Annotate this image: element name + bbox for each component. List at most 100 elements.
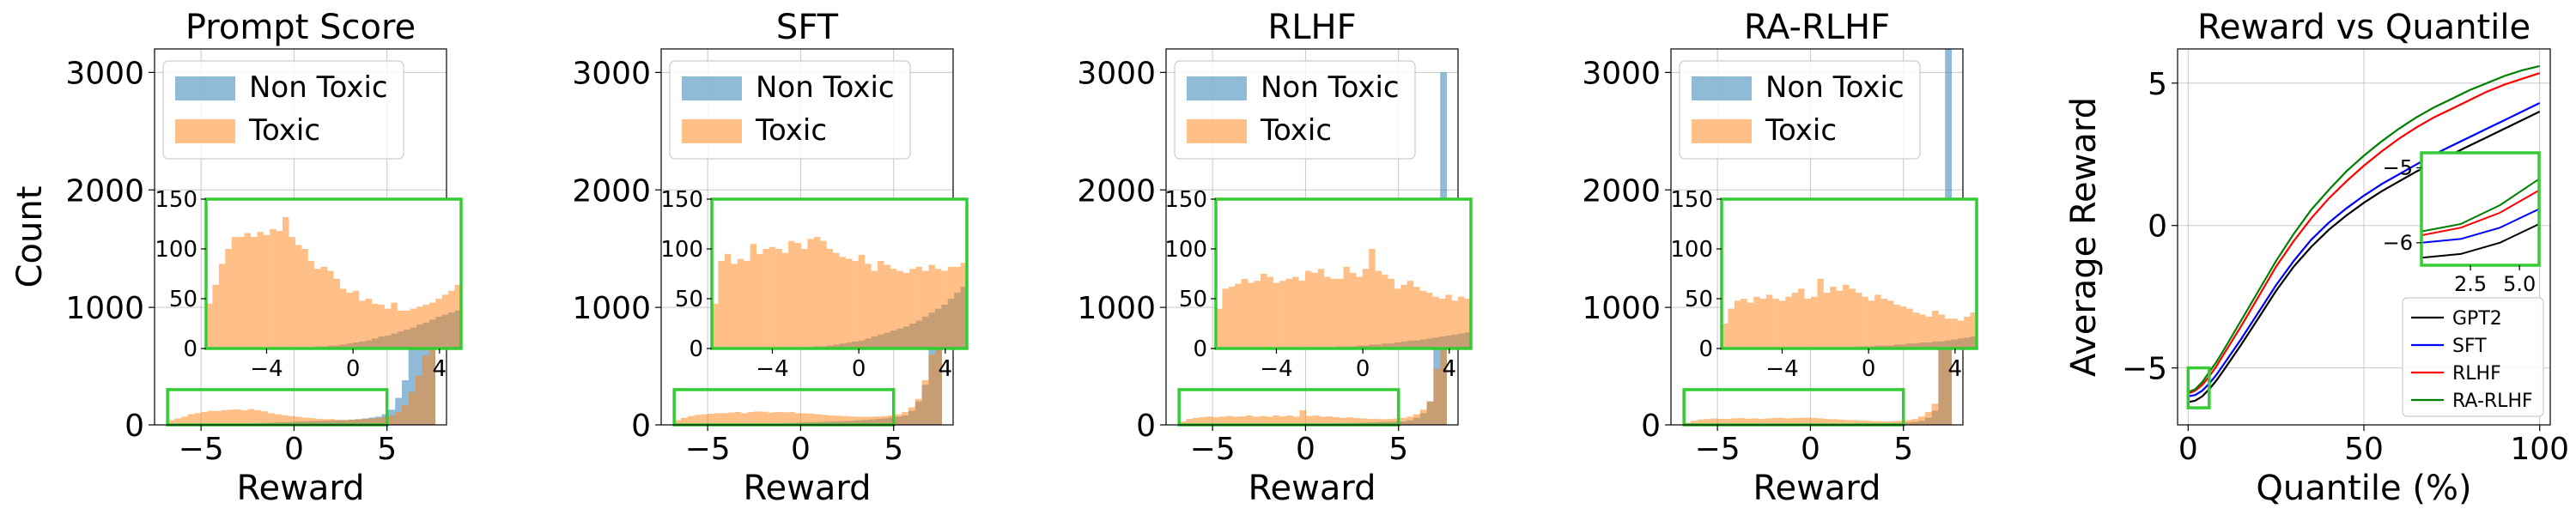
toxic-bar — [261, 411, 269, 425]
inset-background — [2421, 153, 2539, 265]
inset-toxic-bar — [884, 264, 890, 348]
toxic-bar — [1252, 416, 1260, 425]
inset-toxic-bar — [1868, 300, 1875, 348]
inset-toxic-bar — [1887, 300, 1894, 348]
inset-bars — [1216, 249, 1471, 348]
toxic-bar — [908, 407, 915, 425]
y-tick-label: 0 — [2148, 209, 2167, 245]
inset-toxic-bar — [1804, 299, 1811, 348]
inset-toxic-bar — [391, 302, 398, 348]
inset-toxic-bar — [1369, 249, 1376, 348]
toxic-bar — [694, 415, 702, 425]
toxic-bar — [1898, 421, 1905, 425]
toxic-bar — [1771, 418, 1778, 425]
y-tick-label: 2000 — [65, 173, 144, 209]
inset-x-tick-label: 0 — [1356, 356, 1370, 382]
inset-axes: −4 0 4 0 50 100 150 — [660, 187, 969, 382]
inset-toxic-bar — [250, 237, 258, 348]
inset-toxic-bar — [871, 270, 878, 348]
inset-x-tick-label: 2.5 — [2454, 272, 2487, 296]
inset-toxic-bar — [1836, 290, 1844, 348]
inset-toxic-bar — [724, 253, 732, 348]
zoom-region-box — [2186, 366, 2211, 409]
x-tick-label: 0 — [791, 432, 811, 467]
inset-toxic-bar — [1791, 293, 1799, 348]
toxic-bar — [1199, 417, 1206, 425]
toxic-bar — [1366, 419, 1374, 425]
inset-y-tick-label: 0 — [1698, 336, 1713, 362]
toxic-bar — [861, 416, 869, 425]
inset-toxic-bar — [1970, 312, 1977, 348]
inset-toxic-bar — [1292, 276, 1299, 348]
toxic-bar — [295, 416, 302, 425]
toxic-bar — [1212, 417, 1219, 425]
inset-frame — [710, 197, 969, 350]
inset-toxic-bar — [1830, 287, 1837, 348]
inset-toxic-bar — [1734, 300, 1741, 348]
chart-title: RLHF — [1267, 8, 1356, 47]
toxic-bar — [1744, 418, 1752, 425]
toxic-bar — [408, 391, 416, 425]
inset-toxic-bar — [1445, 294, 1452, 348]
toxic-bar — [307, 418, 315, 425]
toxic-bar — [207, 410, 215, 425]
inset-frame — [1214, 197, 1473, 350]
inset-toxic-bar — [1951, 318, 1958, 348]
inset-toxic-bar — [928, 264, 935, 348]
toxic-bar — [368, 418, 375, 425]
toxic-bar — [1723, 419, 1731, 425]
toxic-bar — [1818, 418, 1825, 425]
toxic-bar — [848, 416, 855, 425]
inset-toxic-bar — [858, 254, 866, 348]
inset-toxic-bar — [1228, 287, 1236, 348]
inset-toxic-bar — [1438, 299, 1446, 348]
inset-toxic-bar — [1944, 318, 1952, 348]
inset-x-tick-label: −4 — [1260, 356, 1292, 382]
inset-toxic-bar — [915, 266, 923, 348]
toxic-bar — [781, 412, 788, 425]
toxic-bar — [1285, 415, 1293, 425]
toxic-bar — [1225, 415, 1233, 425]
toxic-bar — [854, 416, 862, 425]
series-line-sft — [2188, 102, 2541, 397]
toxic-bar — [921, 379, 929, 425]
inset-toxic-bar — [769, 246, 776, 348]
toxic-bar — [374, 418, 382, 425]
inset-toxic-bar — [1419, 290, 1427, 348]
inset-toxic-bar — [339, 288, 347, 348]
x-tick-label: 0 — [2178, 432, 2198, 467]
inset-toxic-bar — [845, 258, 853, 348]
toxic-bar — [902, 411, 909, 425]
toxic-bar — [314, 418, 322, 425]
toxic-bar — [1359, 418, 1367, 425]
toxic-bar — [1878, 421, 1886, 425]
inset-toxic-bar — [1337, 278, 1344, 348]
legend-label: GPT2 — [2452, 308, 2502, 330]
toxic-bar — [1292, 416, 1300, 425]
toxic-bar — [1885, 421, 1892, 425]
toxic-bar — [1185, 419, 1193, 425]
inset-toxic-bar — [820, 240, 827, 348]
legend-label: Toxic — [755, 113, 827, 148]
inset-toxic-bar — [1432, 296, 1439, 348]
inset-toxic-bar — [1356, 276, 1363, 348]
inset-y-tick-label: 100 — [1670, 237, 1713, 263]
inset-toxic-bar — [909, 269, 916, 348]
inset-y-tick-label: 0 — [1193, 336, 1207, 362]
inset-toxic-bar — [1772, 299, 1779, 348]
inset-toxic-bar — [1375, 270, 1382, 348]
inset-toxic-bar — [238, 237, 245, 348]
x-axis-label: Reward — [237, 469, 365, 508]
non-toxic-bar — [408, 348, 416, 425]
inset-toxic-bar — [441, 294, 449, 348]
toxic-bar — [935, 330, 943, 425]
inset-toxic-bar — [1912, 312, 1920, 348]
toxic-bar — [841, 415, 848, 425]
toxic-bar — [888, 415, 896, 425]
inset-axes: 2.5 5.0 −6 −5 — [2383, 151, 2541, 296]
line-panel: 0 50 100 −5 0 5 Reward vs Quantile Quantile (%)… — [2064, 8, 2569, 508]
toxic-bar — [1824, 419, 1832, 425]
toxic-bar — [1797, 417, 1805, 425]
